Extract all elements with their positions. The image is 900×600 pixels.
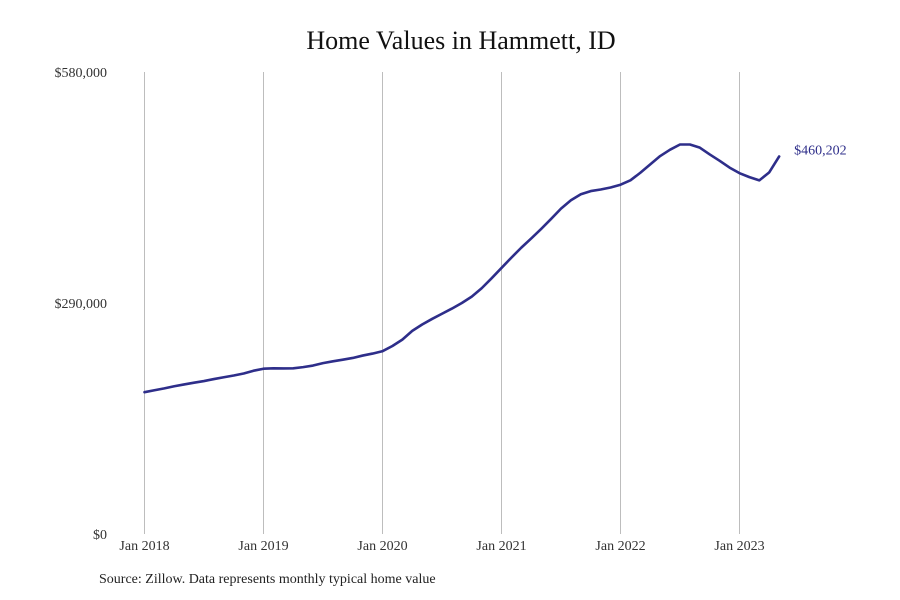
x-tick-label: Jan 2023 bbox=[714, 539, 764, 554]
x-tick-label: Jan 2022 bbox=[595, 539, 645, 554]
y-tick-label: $0 bbox=[93, 528, 107, 543]
x-tick-label: Jan 2020 bbox=[357, 539, 407, 554]
y-tick-label: $290,000 bbox=[55, 297, 108, 312]
x-axis-tick-labels: Jan 2018 Jan 2019 Jan 2020 Jan 2021 Jan 2022… bbox=[119, 539, 764, 554]
gridlines bbox=[144, 72, 740, 534]
source-note: Source: Zillow. Data represents monthly … bbox=[99, 572, 436, 587]
x-tick-label: Jan 2018 bbox=[119, 539, 169, 554]
x-tick-label: Jan 2021 bbox=[476, 539, 526, 554]
x-tick-label: Jan 2019 bbox=[238, 539, 288, 554]
y-tick-label: $580,000 bbox=[55, 66, 108, 81]
y-axis-tick-labels: $0 $290,000 $580,000 bbox=[55, 66, 108, 543]
end-value-label: $460,202 bbox=[794, 143, 847, 158]
series-line-home-value bbox=[143, 143, 781, 394]
chart-title: Home Values in Hammett, ID bbox=[306, 26, 616, 55]
